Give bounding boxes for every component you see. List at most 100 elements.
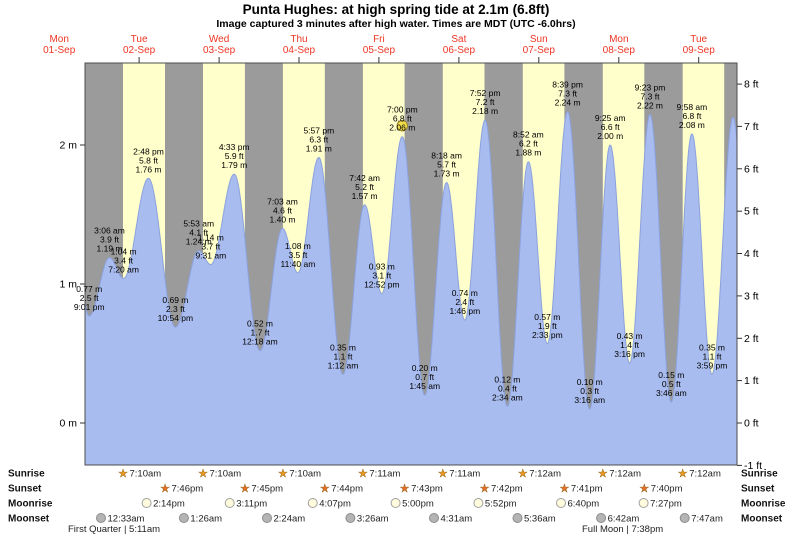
sunrise-time: 7:11am <box>449 469 480 480</box>
tide-label-high: 6.8 ft <box>393 114 413 124</box>
tide-line <box>84 111 738 410</box>
tide-label-high: 6.3 ft <box>309 135 329 145</box>
sunrise-icon: ★ <box>118 468 128 480</box>
moonset-row-label-right: Moonset <box>741 514 783 525</box>
moonrise-time: 6:40pm <box>568 499 600 510</box>
date-label-day: Mon <box>49 34 68 45</box>
tide-label-low: 1.4 ft <box>620 340 640 350</box>
sunrise-icon: ★ <box>358 468 368 480</box>
tide-label-low: 12:52 pm <box>364 280 399 290</box>
tide-label-low: 0.93 m <box>369 262 395 272</box>
date-label-date: 03-Sep <box>203 45 236 56</box>
axis-label-ft: 3 ft <box>744 290 759 302</box>
tide-label-high: 1.73 m <box>434 169 460 179</box>
y-axes: 2 m 1 m 0 m 8 ft 7 ft 6 ft 5 ft 4 ft 3 ft 2 ft 1 f… <box>59 79 762 472</box>
tide-label-high: 4.1 ft <box>189 228 209 238</box>
sunrise-time: 7:10am <box>130 469 162 480</box>
tide-label-high: 1.24 m <box>186 237 212 247</box>
date-label-day: Tue <box>131 34 148 45</box>
moonrise-icon <box>556 498 566 508</box>
date-axis: Mon01-SepTue02-SepWed03-SepThu04-SepFri0… <box>43 34 715 63</box>
moonrise-time: 5:52pm <box>485 499 517 510</box>
plot-border <box>84 62 738 466</box>
tide-label-high: 9:58 am <box>677 102 708 112</box>
axis-label-m: 0 m <box>59 418 77 430</box>
date-label-day: Fri <box>373 34 385 45</box>
sunrise-icon: ★ <box>598 468 608 480</box>
moonrise-time: 4:07pm <box>319 499 351 510</box>
sunrise-time: 7:10am <box>210 469 242 480</box>
tide-label-low: 0.35 m <box>699 342 725 352</box>
moonset-time: 4:31am <box>441 514 473 525</box>
tide-label-high: 7:52 pm <box>470 88 501 98</box>
tide-label-low: 3.7 ft <box>201 242 221 252</box>
date-label-date: 02-Sep <box>123 45 156 56</box>
moonset-time: 1:26am <box>190 514 222 525</box>
tide-label-high: 4:33 pm <box>219 142 250 152</box>
moon-phase-full-moon: Full Moon | 7:38pm <box>582 524 663 535</box>
sunrise-time: 7:12am <box>689 469 721 480</box>
tide-label-low: 9:31 am <box>195 251 226 261</box>
axis-label-ft: 0 ft <box>744 418 759 430</box>
moonrise-icon <box>307 498 318 508</box>
tide-label-low: 1.08 m <box>285 241 311 251</box>
tide-label-low: 0.35 m <box>330 342 356 352</box>
tide-label-low: 3:46 am <box>656 388 687 398</box>
tide-label-low: 9:01 pm <box>74 302 105 312</box>
sunset-time: 7:46pm <box>172 484 204 495</box>
moonrise-icon <box>473 498 484 508</box>
sunset-time: 7:40pm <box>651 484 683 495</box>
moonset-icon <box>512 513 523 523</box>
moonrise-time: 5:00pm <box>402 499 434 510</box>
tide-label-high: 2:48 pm <box>133 146 164 156</box>
sunset-time: 7:41pm <box>571 484 603 495</box>
tide-label-low: 3.5 ft <box>288 250 308 260</box>
moonrise-time: 3:11pm <box>236 499 267 510</box>
date-label-date: 04-Sep <box>283 45 316 56</box>
tide-label-low: 0.20 m <box>412 363 438 373</box>
tide-label-high: 2.06 m <box>389 123 415 133</box>
sunset-icon: ★ <box>320 483 330 495</box>
tide-label-high: 8:18 am <box>431 151 462 161</box>
axis-label-ft: 4 ft <box>744 248 759 260</box>
tide-label-high: 1.91 m <box>306 144 332 154</box>
tide-label-high: 1.57 m <box>352 191 378 201</box>
tide-label-low: 12:18 am <box>242 337 277 347</box>
tide-label-high: 6.8 ft <box>682 111 702 121</box>
tide-label-low: 0.3 ft <box>580 386 600 396</box>
date-label-date: 06-Sep <box>443 45 476 56</box>
date-label-day: Tue <box>690 34 707 45</box>
tide-label-low: 1.04 m <box>111 246 137 256</box>
moonset-icon <box>96 513 106 523</box>
tide-label-low: 1:12 am <box>328 360 359 370</box>
sunset-icon: ★ <box>480 483 490 495</box>
tide-label-high: 6.6 ft <box>601 122 621 132</box>
tide-label-low: 1.9 ft <box>538 321 558 331</box>
sunrise-icon: ★ <box>438 468 448 480</box>
tide-label-high: 7.3 ft <box>641 91 661 101</box>
date-label-date: 09-Sep <box>683 45 716 56</box>
moonset-time: 12:33am <box>108 514 145 525</box>
moonrise-row-label-right: Moonrise <box>741 499 786 510</box>
sunrise-time: 7:10am <box>289 469 321 480</box>
sunset-icon: ★ <box>559 483 569 495</box>
tide-label-high: 6.2 ft <box>519 139 539 149</box>
tide-label-low: 2:33 pm <box>532 330 563 340</box>
sunset-icon: ★ <box>639 483 649 495</box>
tide-label-low: 2:34 am <box>492 392 523 402</box>
moonrise-icon <box>638 498 649 508</box>
sunrise-icon: ★ <box>198 468 208 480</box>
tide-label-high: 7:42 am <box>349 173 380 183</box>
tide-label-high: 1.76 m <box>136 164 162 174</box>
sunset-icon: ★ <box>400 483 410 495</box>
tide-label-high: 2.24 m <box>555 98 581 108</box>
moonrise-icon <box>390 498 401 508</box>
tide-label-low: 2.5 ft <box>80 293 100 303</box>
axis-label-m: 2 m <box>59 140 77 152</box>
moonset-time: 6:42am <box>608 514 640 525</box>
sunrise-row-label-right: Sunrise <box>741 469 778 480</box>
tide-label-high: 9:25 am <box>595 113 626 123</box>
tide-label-high: 5.9 ft <box>225 151 245 161</box>
